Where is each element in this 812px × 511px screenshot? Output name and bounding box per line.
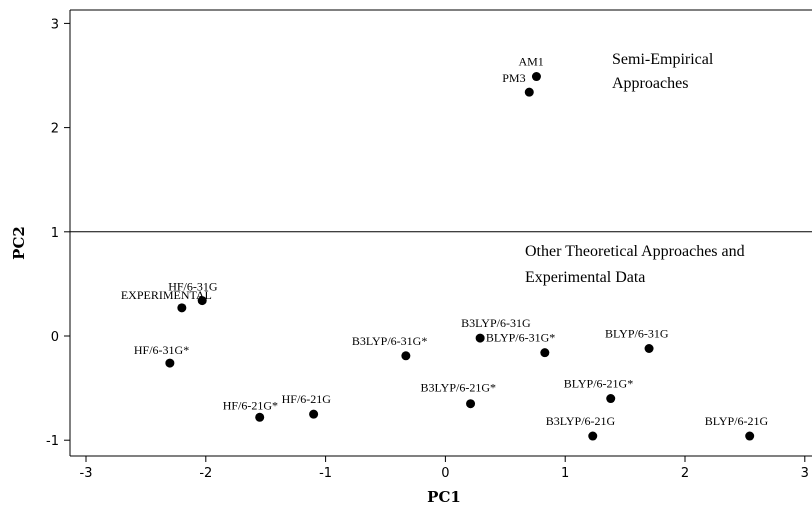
plot-frame xyxy=(69,9,812,457)
annotation-text: Approaches xyxy=(612,75,688,92)
y-tick-label: 2 xyxy=(51,122,59,137)
annotation-text: Semi-Empirical xyxy=(612,51,714,68)
data-point-label: HF/6-21G xyxy=(282,392,332,406)
x-tick-label: 3 xyxy=(801,466,809,481)
y-axis-ticks: -1 0 1 2 3 xyxy=(46,17,70,449)
data-point-label: B3LYP/6-21G* xyxy=(421,381,496,395)
data-point xyxy=(606,394,616,404)
y-tick-label: 0 xyxy=(51,330,59,345)
x-tick-label: 0 xyxy=(441,466,449,481)
data-point xyxy=(588,431,598,441)
data-point-label: B3LYP/6-31G xyxy=(461,316,531,330)
x-tick-label: 1 xyxy=(561,466,569,481)
data-point-label: HF/6-31G xyxy=(168,280,218,294)
annotation-text: Other Theoretical Approaches and xyxy=(525,243,745,260)
annotation-text: Experimental Data xyxy=(525,269,645,286)
data-point xyxy=(466,399,476,409)
data-point xyxy=(531,72,541,82)
data-point-label: BLYP/6-21G xyxy=(705,414,769,428)
data-point-label: B3LYP/6-21G xyxy=(546,414,616,428)
data-point xyxy=(255,412,265,422)
x-axis-ticks: -3 -2 -1 0 1 2 3 xyxy=(80,456,809,481)
data-point-label: PM3 xyxy=(502,71,525,85)
data-point-label: EXPERIMENTAL xyxy=(121,288,212,302)
data-point-label: BLYP/6-31G* xyxy=(486,331,555,345)
data-point-label: BLYP/6-31G xyxy=(605,327,669,341)
data-point xyxy=(401,351,411,361)
data-point xyxy=(475,333,485,343)
x-tick-label: -3 xyxy=(80,466,93,481)
data-point xyxy=(524,87,534,97)
data-point-label: BLYP/6-21G* xyxy=(564,377,633,391)
data-point-label: HF/6-21G* xyxy=(223,398,278,412)
data-point xyxy=(177,303,187,313)
data-point xyxy=(745,431,755,441)
x-tick-label: -2 xyxy=(199,466,212,481)
y-tick-label: 3 xyxy=(51,17,59,32)
x-axis-title: PC1 xyxy=(427,488,461,506)
y-axis-title: PC2 xyxy=(10,226,28,260)
data-point-label: HF/6-31G* xyxy=(134,343,189,357)
x-tick-label: 2 xyxy=(681,466,689,481)
data-point xyxy=(540,348,550,358)
y-tick-label: -1 xyxy=(46,434,59,449)
data-point xyxy=(197,296,207,306)
data-point xyxy=(165,358,175,368)
data-point xyxy=(309,409,319,419)
data-point-label: B3LYP/6-31G* xyxy=(352,334,427,348)
data-point xyxy=(644,344,654,354)
data-point-label: AM1 xyxy=(518,55,543,69)
x-tick-label: -1 xyxy=(319,466,332,481)
annotations: Semi-Empirical Approaches Other Theoretica… xyxy=(525,51,745,286)
data-points xyxy=(165,72,755,441)
y-tick-label: 1 xyxy=(51,226,59,241)
